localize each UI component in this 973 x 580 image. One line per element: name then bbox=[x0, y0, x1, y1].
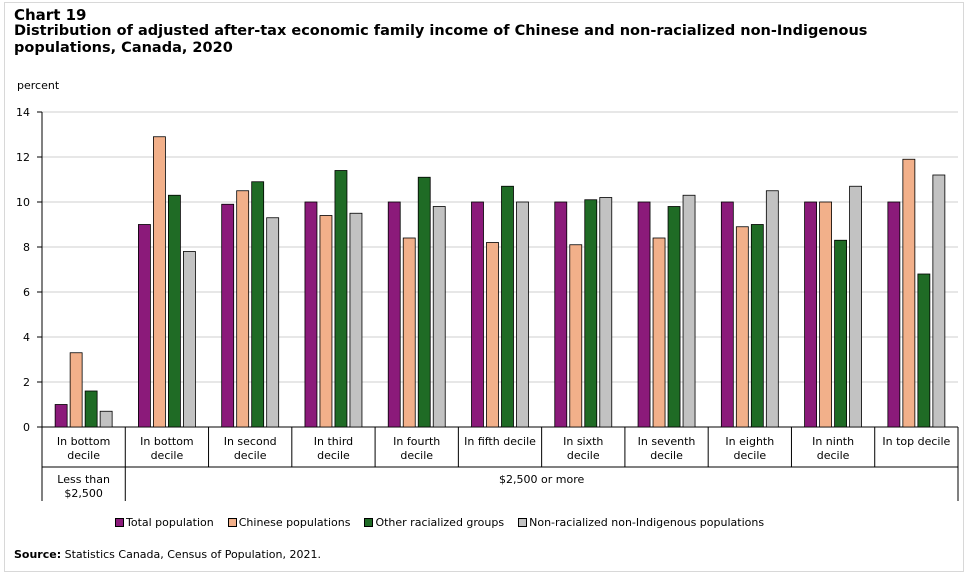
legend-label: Non-racialized non-Indigenous population… bbox=[529, 516, 765, 529]
bar bbox=[720, 201, 734, 428]
bar bbox=[221, 203, 235, 428]
y-tick-label: 10 bbox=[16, 196, 30, 209]
legend-label: Total population bbox=[126, 516, 214, 529]
x-tick-label: decile bbox=[733, 449, 766, 462]
source-text: Statistics Canada, Census of Population,… bbox=[61, 548, 321, 561]
x-tick-label: In second bbox=[224, 435, 277, 448]
legend-label: Chinese populations bbox=[238, 516, 351, 529]
source-note: Source: Statistics Canada, Census of Pop… bbox=[14, 548, 321, 561]
bar bbox=[236, 190, 250, 428]
bar bbox=[471, 201, 484, 428]
y-tick-label: 2 bbox=[23, 376, 30, 389]
bar bbox=[417, 176, 431, 428]
bar bbox=[917, 273, 931, 428]
bar bbox=[887, 201, 901, 428]
x-tick-label: In ninth bbox=[812, 435, 854, 448]
group-label: Less than bbox=[57, 473, 110, 486]
bar bbox=[304, 201, 318, 428]
x-tick-label: decile bbox=[817, 449, 850, 462]
x-tick-label: decile bbox=[650, 449, 683, 462]
legend-swatch bbox=[364, 518, 374, 527]
x-tick-label: decile bbox=[400, 449, 433, 462]
x-tick-label: decile bbox=[317, 449, 350, 462]
bar bbox=[849, 185, 862, 428]
bar bbox=[251, 181, 265, 428]
bar bbox=[902, 158, 916, 428]
bar bbox=[319, 215, 333, 428]
legend-label: Other racialized groups bbox=[375, 516, 505, 529]
legend-item: Chinese populations bbox=[227, 516, 351, 529]
bar bbox=[99, 410, 113, 428]
y-tick-label: 4 bbox=[23, 331, 30, 344]
bar bbox=[501, 185, 514, 428]
y-axis-unit: percent bbox=[17, 79, 60, 92]
bar bbox=[54, 404, 68, 428]
bar bbox=[804, 201, 817, 428]
x-tick-label: In seventh bbox=[638, 435, 696, 448]
source-label: Source: bbox=[14, 548, 62, 561]
x-tick-label: In third bbox=[314, 435, 353, 448]
bar bbox=[432, 206, 446, 428]
bar bbox=[402, 237, 416, 428]
x-tick-label: In bottom bbox=[57, 435, 111, 448]
y-tick-label: 12 bbox=[16, 151, 30, 164]
bar bbox=[84, 390, 98, 428]
bar bbox=[569, 244, 583, 428]
chart-number: Chart 19 bbox=[14, 6, 87, 24]
bar bbox=[183, 251, 196, 428]
chart-frame bbox=[4, 2, 964, 572]
y-tick-label: 0 bbox=[23, 421, 30, 434]
bar bbox=[652, 237, 666, 428]
bar bbox=[138, 224, 151, 428]
bar bbox=[682, 194, 696, 428]
bar bbox=[168, 194, 181, 428]
bar bbox=[834, 239, 847, 428]
y-tick-label: 8 bbox=[23, 241, 30, 254]
x-tick-label: In fourth bbox=[393, 435, 440, 448]
chart-title: Distribution of adjusted after-tax econo… bbox=[14, 23, 868, 56]
bar bbox=[349, 212, 363, 428]
legend-swatch bbox=[115, 518, 124, 527]
bar bbox=[750, 224, 764, 428]
bar bbox=[266, 217, 280, 428]
group-label: $2,500 or more bbox=[499, 473, 584, 486]
x-tick-label: decile bbox=[567, 449, 600, 462]
y-tick-label: 14 bbox=[16, 106, 30, 119]
x-tick-label: In top decile bbox=[882, 435, 950, 448]
bar bbox=[486, 242, 499, 428]
x-tick-label: decile bbox=[234, 449, 267, 462]
legend: Total population Chinese populations Other… bbox=[115, 516, 764, 529]
bar bbox=[554, 201, 568, 428]
bar bbox=[932, 174, 946, 428]
y-tick-label: 6 bbox=[23, 286, 30, 299]
bar bbox=[516, 201, 529, 428]
x-tick-label: In bottom bbox=[140, 435, 194, 448]
bar bbox=[584, 199, 598, 428]
bar bbox=[765, 190, 779, 428]
bar bbox=[599, 197, 613, 428]
x-tick-label: decile bbox=[67, 449, 100, 462]
group-label: $2,500 bbox=[64, 487, 103, 500]
bar bbox=[637, 201, 651, 428]
bar bbox=[153, 136, 166, 428]
bar bbox=[334, 170, 348, 428]
x-tick-label: In fifth decile bbox=[464, 435, 536, 448]
bar bbox=[387, 201, 401, 428]
legend-item: Other racialized groups bbox=[364, 516, 504, 529]
bar bbox=[667, 206, 681, 428]
legend-swatch bbox=[518, 518, 528, 527]
x-tick-label: In eighth bbox=[725, 435, 774, 448]
legend-swatch bbox=[227, 518, 237, 527]
x-tick-label: decile bbox=[151, 449, 184, 462]
bar bbox=[735, 226, 749, 428]
bar bbox=[819, 201, 832, 428]
bar bbox=[69, 352, 83, 428]
legend-item: Total population bbox=[115, 516, 214, 529]
x-tick-label: In sixth bbox=[563, 435, 603, 448]
legend-item: Non-racialized non-Indigenous population… bbox=[518, 516, 764, 529]
